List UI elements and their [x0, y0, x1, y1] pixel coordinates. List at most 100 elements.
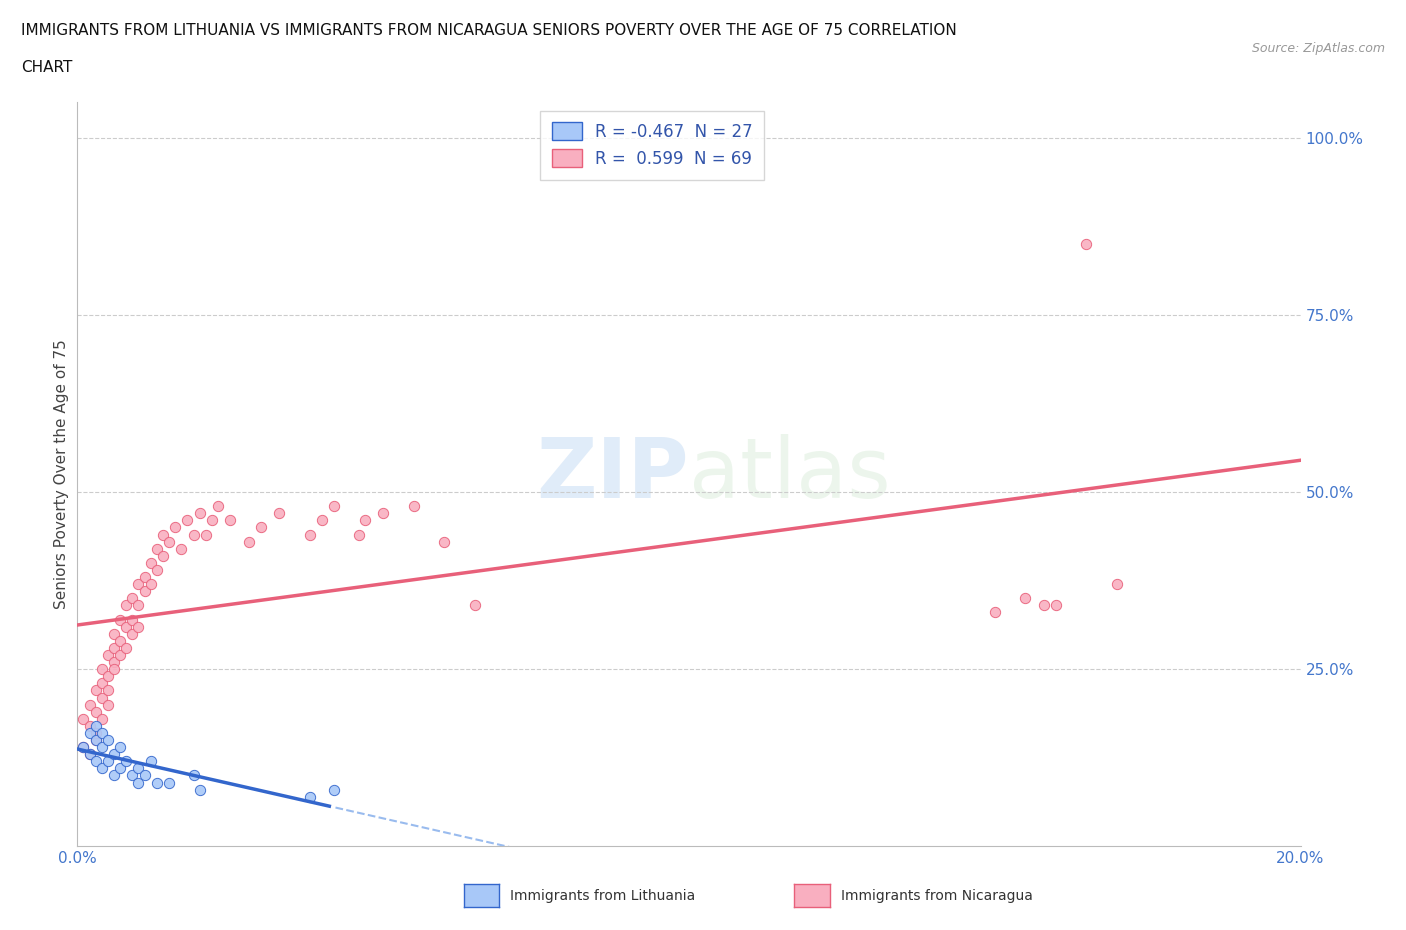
Point	[984, 605, 1007, 620]
Point	[146, 541, 169, 556]
Point	[72, 739, 94, 754]
Point	[84, 754, 107, 769]
Point	[139, 577, 162, 591]
Point	[97, 647, 120, 662]
Point	[103, 655, 125, 670]
Point	[127, 619, 149, 634]
Point	[108, 761, 131, 776]
Point	[84, 733, 107, 748]
Point	[108, 612, 131, 627]
Point	[1045, 598, 1067, 613]
Point	[79, 747, 101, 762]
Point	[201, 513, 224, 528]
Point	[84, 733, 107, 748]
Point	[464, 598, 486, 613]
Point	[103, 641, 125, 656]
Point	[134, 768, 156, 783]
Point	[90, 761, 112, 776]
Point	[188, 506, 211, 521]
Point	[121, 626, 143, 641]
Point	[79, 698, 101, 712]
Point	[127, 761, 149, 776]
Point	[1076, 236, 1098, 251]
Point	[103, 747, 125, 762]
Point	[134, 569, 156, 584]
Point	[90, 739, 112, 754]
Point	[90, 690, 112, 705]
Point	[115, 619, 138, 634]
Point	[139, 754, 162, 769]
Point	[103, 768, 125, 783]
Point	[84, 704, 107, 719]
Point	[170, 541, 193, 556]
Point	[433, 534, 456, 549]
Point	[371, 506, 394, 521]
Point	[1107, 577, 1129, 591]
Point	[183, 768, 205, 783]
Point	[269, 506, 291, 521]
Point	[157, 534, 180, 549]
Point	[323, 498, 346, 513]
Point	[127, 775, 149, 790]
Point	[115, 641, 138, 656]
Point	[311, 513, 333, 528]
Point	[84, 725, 107, 740]
Point	[347, 527, 370, 542]
Point	[79, 725, 101, 740]
Point	[97, 698, 120, 712]
Point	[115, 598, 138, 613]
Point	[165, 520, 187, 535]
Point	[103, 626, 125, 641]
Point	[127, 577, 149, 591]
Point	[97, 754, 120, 769]
Point	[250, 520, 273, 535]
Point	[134, 584, 156, 599]
Point	[127, 598, 149, 613]
Point	[108, 633, 131, 648]
Point	[207, 498, 229, 513]
Point	[146, 563, 169, 578]
Text: CHART: CHART	[21, 60, 73, 75]
Point	[1014, 591, 1036, 605]
Text: atlas: atlas	[689, 433, 890, 515]
Point	[108, 739, 131, 754]
Point	[115, 754, 138, 769]
Point	[219, 513, 242, 528]
Point	[90, 662, 112, 677]
Text: ZIP: ZIP	[537, 433, 689, 515]
Point	[97, 669, 120, 684]
Point	[103, 662, 125, 677]
Point	[146, 775, 169, 790]
Point	[79, 718, 101, 733]
Point	[139, 555, 162, 570]
Point	[194, 527, 217, 542]
Point	[298, 527, 321, 542]
Text: Immigrants from Lithuania: Immigrants from Lithuania	[510, 888, 696, 903]
Point	[97, 683, 120, 698]
Point	[152, 527, 174, 542]
Point	[238, 534, 260, 549]
Point	[108, 647, 131, 662]
Text: IMMIGRANTS FROM LITHUANIA VS IMMIGRANTS FROM NICARAGUA SENIORS POVERTY OVER THE : IMMIGRANTS FROM LITHUANIA VS IMMIGRANTS …	[21, 23, 957, 38]
Point	[188, 782, 211, 797]
Point	[79, 747, 101, 762]
Point	[97, 733, 120, 748]
Point	[176, 513, 198, 528]
Point	[121, 591, 143, 605]
Point	[323, 782, 346, 797]
Point	[121, 612, 143, 627]
Point	[298, 790, 321, 804]
Point	[84, 718, 107, 733]
Point	[90, 725, 112, 740]
Point	[183, 527, 205, 542]
Point	[121, 768, 143, 783]
Text: Immigrants from Nicaragua: Immigrants from Nicaragua	[841, 888, 1032, 903]
Text: Source: ZipAtlas.com: Source: ZipAtlas.com	[1251, 42, 1385, 55]
Point	[90, 711, 112, 726]
Point	[402, 498, 425, 513]
Point	[152, 549, 174, 564]
Y-axis label: Seniors Poverty Over the Age of 75: Seniors Poverty Over the Age of 75	[53, 339, 69, 609]
Point	[157, 775, 180, 790]
Point	[84, 683, 107, 698]
Legend: R = -0.467  N = 27, R =  0.599  N = 69: R = -0.467 N = 27, R = 0.599 N = 69	[540, 111, 765, 179]
